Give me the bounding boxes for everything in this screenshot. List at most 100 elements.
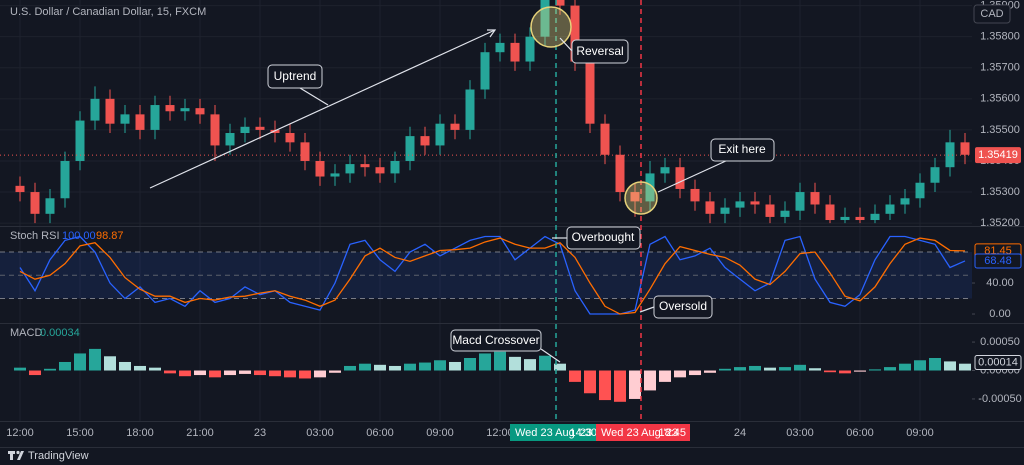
y-tick-label: 0.00050	[980, 336, 1020, 348]
crosshair-date: Wed 23 Aug '23	[515, 427, 592, 439]
macd-bar	[224, 370, 236, 376]
macd-bar	[74, 353, 86, 371]
note-text: Oversold	[659, 299, 707, 313]
candle-body	[375, 167, 385, 174]
crosshair-label-box	[510, 424, 600, 441]
grid-layer	[0, 0, 972, 421]
candle-body	[780, 210, 790, 217]
macd-bar	[434, 360, 446, 371]
candle-body	[765, 204, 775, 217]
highlight-circle	[530, 6, 572, 48]
candle-body	[120, 114, 130, 124]
candle-body	[570, 5, 580, 62]
macd-bar	[299, 370, 311, 379]
crosshair-time: 14:30	[569, 427, 597, 439]
pane-title: Stoch RSI	[10, 230, 60, 242]
x-tick-label: 09:00	[906, 427, 934, 439]
candle-body	[195, 108, 205, 115]
candle-body	[675, 167, 685, 189]
note-text: Uptrend	[274, 69, 317, 83]
candle-body	[390, 160, 400, 174]
candle-body	[645, 173, 655, 202]
macd-bar	[239, 370, 251, 374]
macd-bar	[779, 367, 791, 371]
candle-body	[465, 89, 475, 130]
candle-body	[180, 108, 190, 112]
x-tick-label: 06:00	[366, 427, 394, 439]
y-tick-label: 1.35200	[980, 217, 1020, 229]
logo-mark	[17, 451, 24, 460]
macd-bar	[689, 370, 701, 376]
candle-body	[420, 136, 430, 146]
value-label: 68.48	[984, 255, 1012, 267]
macd-bar	[359, 363, 371, 371]
last-price-label: 1.35419	[978, 149, 1018, 161]
y-tick-label: -0.00050	[978, 393, 1021, 405]
candle-body	[855, 216, 865, 221]
macd-bar	[869, 369, 881, 371]
candle-body	[660, 167, 670, 174]
macd-bar	[449, 361, 461, 371]
x-tick-label: 24	[734, 427, 746, 439]
candle-body	[840, 216, 850, 221]
currency[interactable]: CAD	[980, 8, 1003, 20]
macd-bar	[509, 356, 521, 371]
candle-body	[30, 192, 40, 214]
macd-bar	[659, 370, 671, 382]
y-tick-label: 1.35800	[980, 31, 1020, 43]
candle-body	[945, 142, 955, 168]
currency-box[interactable]	[973, 4, 1011, 24]
macd-bar	[314, 370, 326, 378]
candle-body	[825, 204, 835, 221]
macd-bar	[569, 370, 581, 382]
candle-body	[705, 201, 715, 214]
candle-body	[585, 61, 595, 124]
x-tick-label: 09:00	[426, 427, 454, 439]
macd-bar	[374, 364, 386, 371]
macd-bar	[209, 370, 221, 378]
macd-bar	[629, 370, 641, 399]
macd-bar	[269, 370, 281, 377]
stoch-line	[19, 237, 966, 315]
x-tick-label: 23	[254, 427, 266, 439]
macd-bar	[104, 356, 116, 371]
candle-body	[300, 142, 310, 161]
trend-arrow	[149, 29, 496, 189]
brand-name[interactable]: TradingView	[28, 450, 89, 462]
candle-body	[795, 192, 805, 211]
value-label: 0.00014	[978, 356, 1018, 368]
macd-bar	[389, 365, 401, 371]
candle-body	[360, 164, 370, 168]
macd-bar	[704, 370, 716, 373]
x-tick-label: 06:00	[846, 427, 874, 439]
macd-bar	[824, 370, 836, 373]
candle-body	[480, 52, 490, 90]
candle-body	[105, 98, 115, 124]
candle-body	[960, 142, 970, 155]
candle-body	[525, 36, 535, 62]
candle-body	[615, 154, 625, 193]
y-tick-label: 0.00	[989, 308, 1010, 320]
crosshair-time: 18:45	[658, 427, 686, 439]
candle-body	[915, 182, 925, 199]
candle-body	[90, 98, 100, 121]
macd-bar	[674, 370, 686, 378]
annotations: Uptrend Reversal Overbought Oversold Mac…	[149, 6, 775, 363]
macd-bar	[794, 364, 806, 371]
pointer	[559, 37, 573, 52]
candle-body	[630, 192, 640, 202]
note-box	[710, 138, 775, 162]
candle-body	[315, 160, 325, 177]
candle-body	[15, 185, 25, 193]
note-text: Macd Crossover	[452, 333, 539, 347]
candle-body	[720, 207, 730, 214]
candle-body	[450, 123, 460, 130]
logo-mark	[16, 450, 20, 455]
logo-mark	[10, 451, 13, 460]
candle-body	[435, 123, 445, 146]
brand-logo[interactable]: TradingView	[8, 450, 89, 462]
macd-bar	[149, 367, 161, 371]
candle-body	[285, 133, 295, 143]
highlight-circle	[624, 181, 658, 215]
last-price-box	[975, 147, 1021, 164]
